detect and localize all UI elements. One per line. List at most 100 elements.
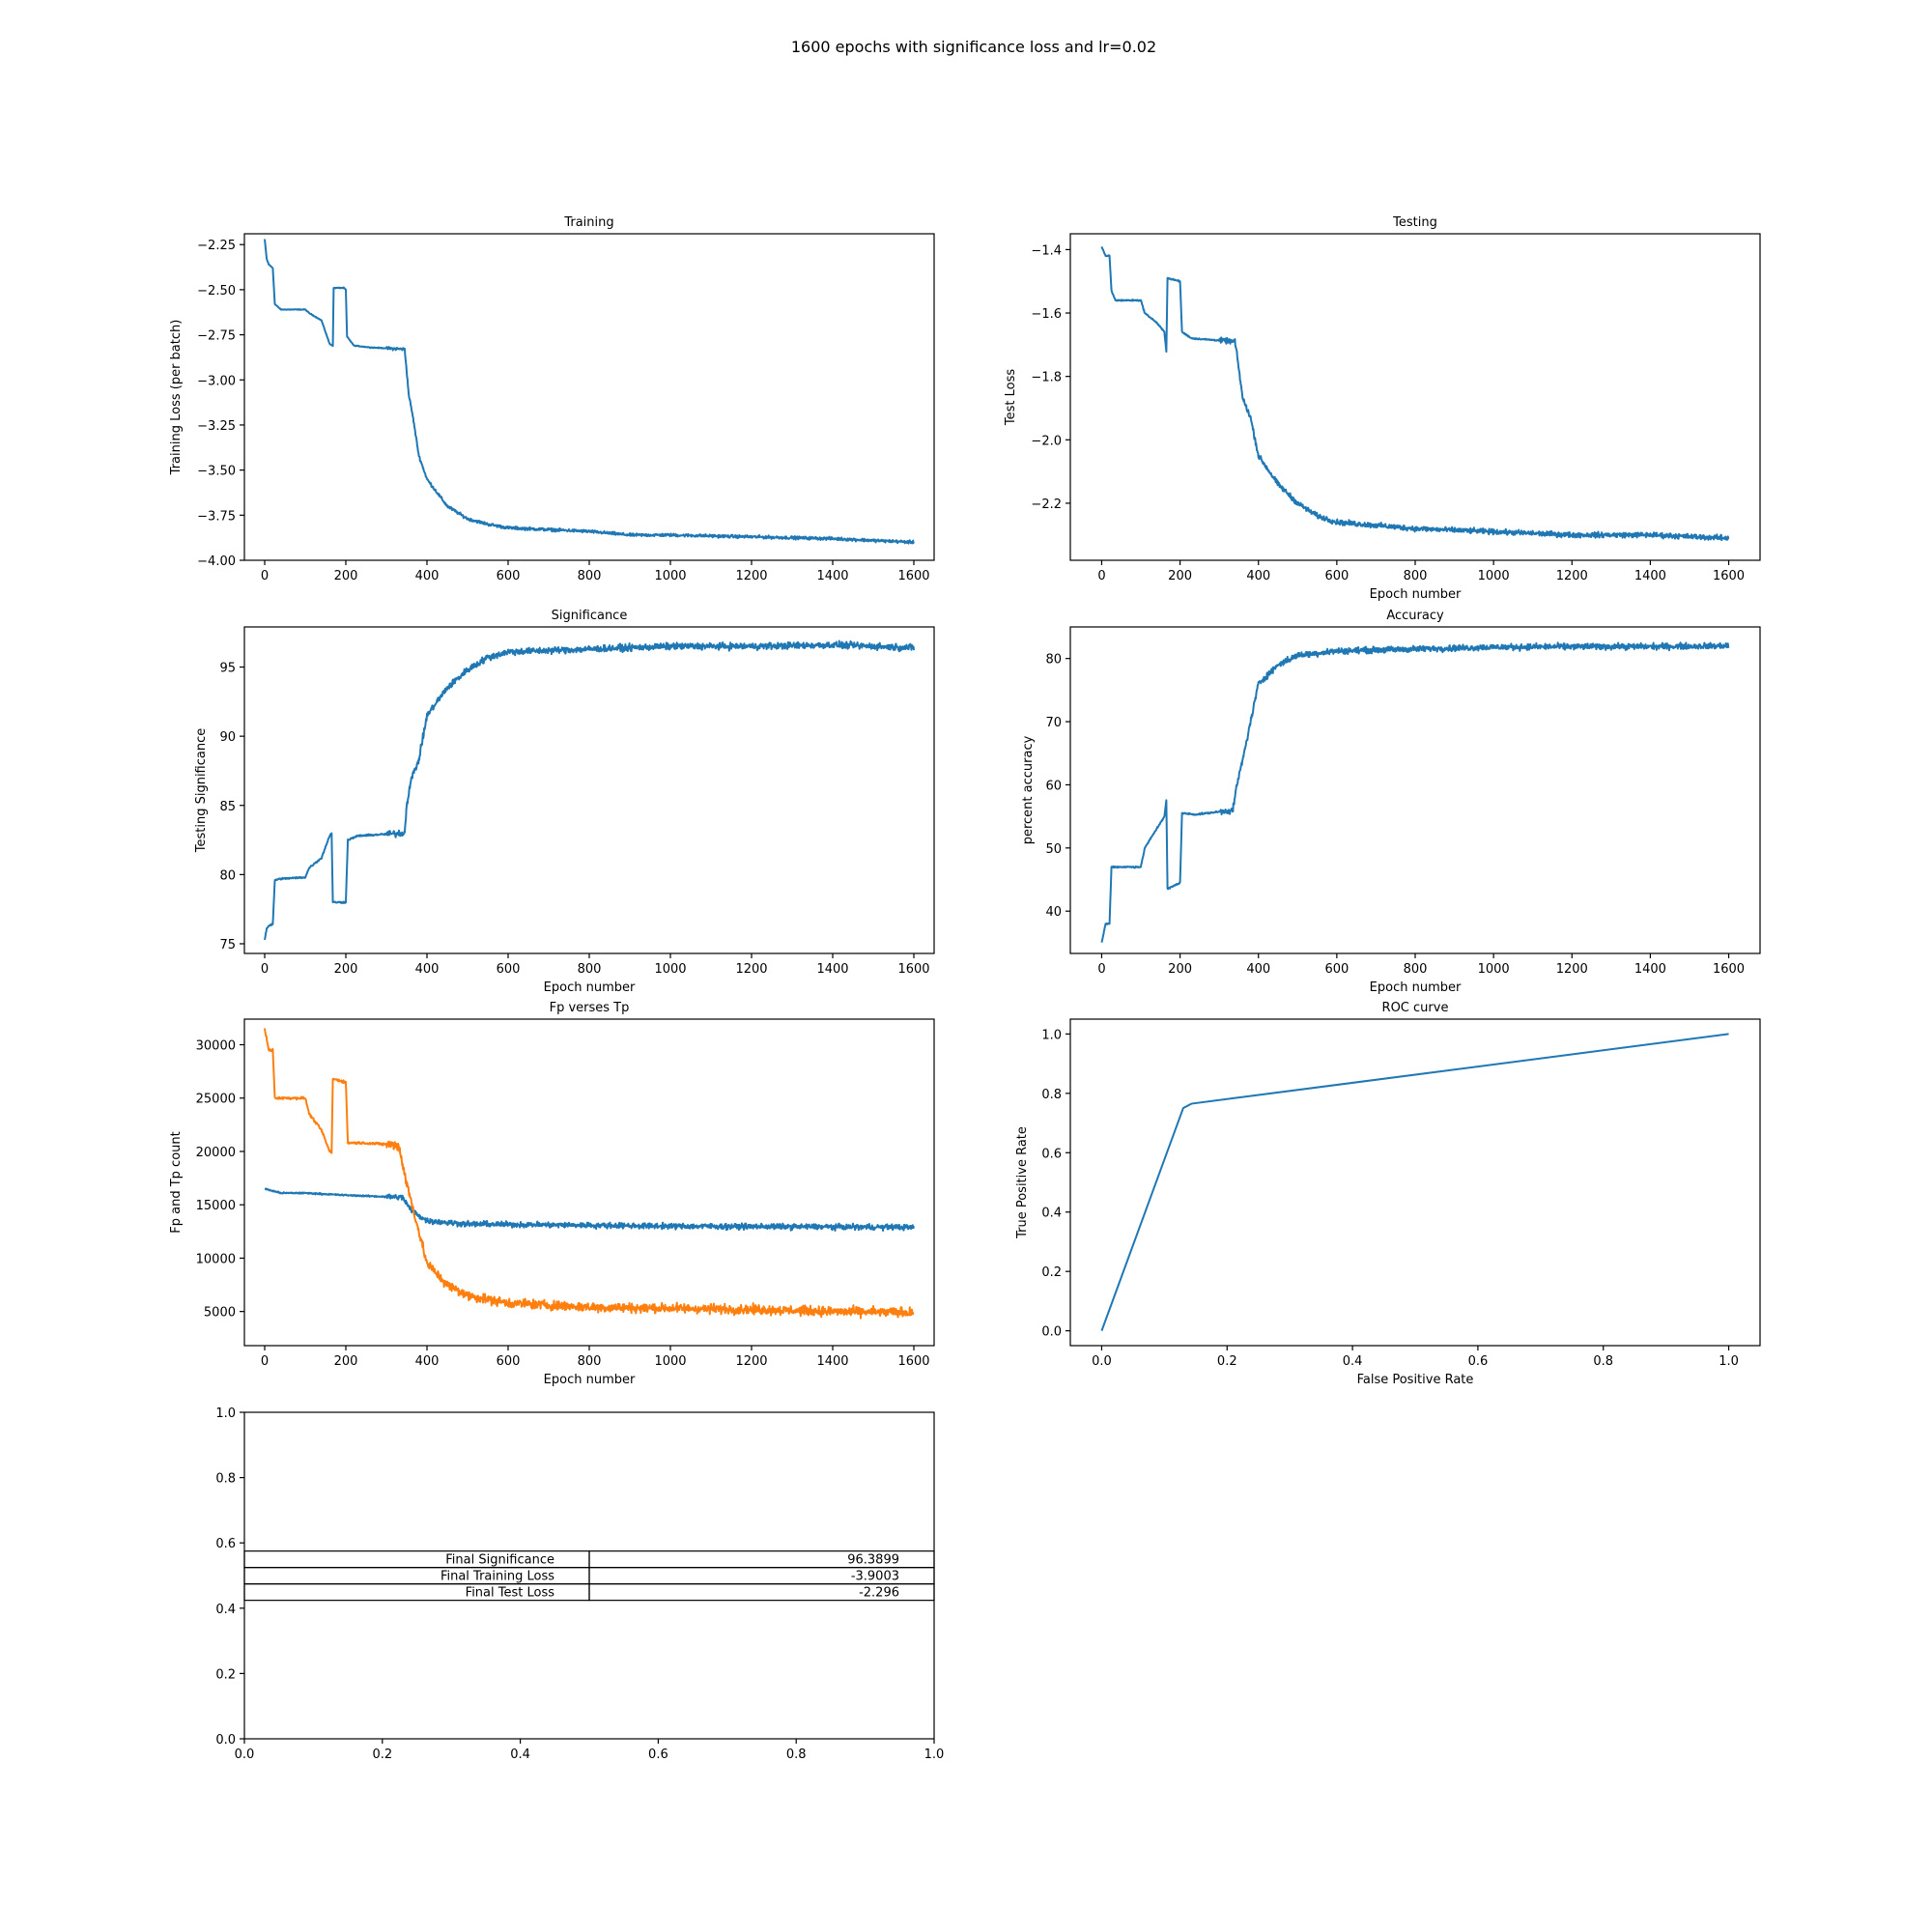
- y-tick-label: 0.2: [215, 1667, 236, 1682]
- series-line-1: [1100, 245, 1730, 542]
- y-tick-label: 80: [1045, 653, 1062, 668]
- y-tick-label: 1.0: [1041, 1028, 1062, 1042]
- x-tick-label: 1200: [735, 1354, 767, 1369]
- x-tick: 0: [261, 560, 269, 583]
- y-tick-label: 0.4: [1041, 1207, 1062, 1221]
- y-tick: 0.6: [215, 1537, 244, 1551]
- x-axis-label: Epoch number: [1370, 980, 1462, 995]
- x-tick: 800: [578, 953, 601, 977]
- x-tick: 200: [334, 560, 357, 583]
- x-tick-label: 1400: [1634, 962, 1666, 977]
- y-tick: 75: [219, 938, 244, 952]
- series-line-1: [264, 1187, 915, 1233]
- x-tick-label: 1400: [816, 569, 848, 583]
- y-tick-label: 95: [219, 662, 236, 676]
- axes-frame: [1069, 1018, 1761, 1347]
- x-tick-label: 1400: [1634, 569, 1666, 583]
- x-tick: 0: [261, 953, 269, 977]
- x-tick-label: 1000: [654, 1354, 686, 1369]
- x-tick: 600: [1324, 953, 1349, 977]
- x-tick-label: 0: [261, 962, 269, 977]
- series-line-1: [1100, 1033, 1729, 1331]
- y-axis-label: Training Loss (per batch): [169, 320, 184, 476]
- x-tick-label: 200: [1168, 962, 1192, 977]
- subplot-1: 0 200 400 600 800 1000 1200 1400 1600 −4.00 −3.75 −…: [169, 215, 935, 583]
- x-tick-label: 800: [578, 1354, 602, 1369]
- y-tick: 0.8: [215, 1472, 244, 1487]
- x-tick: 1400: [816, 1346, 849, 1369]
- y-tick: −2.2: [1031, 497, 1070, 512]
- y-tick: −3.75: [197, 509, 244, 524]
- y-tick: 20000: [196, 1146, 244, 1160]
- x-tick-label: 1600: [897, 962, 929, 977]
- x-tick-label: 1200: [735, 962, 767, 977]
- x-tick-label: 0.4: [1343, 1354, 1363, 1369]
- x-tick: 1200: [735, 1346, 768, 1369]
- table-row-value: -2.296: [859, 1586, 899, 1601]
- x-tick: 1600: [897, 560, 930, 583]
- y-tick-label: −2.75: [197, 329, 236, 344]
- table-row-value: -3.9003: [851, 1570, 899, 1584]
- x-tick-label: 1200: [1556, 962, 1588, 977]
- x-tick-label: 1600: [1713, 569, 1745, 583]
- y-axis-label: percent accuracy: [1021, 735, 1036, 844]
- x-axis-label: Epoch number: [544, 1373, 636, 1387]
- y-tick: −2.0: [1031, 434, 1070, 448]
- y-tick-label: −3.00: [197, 374, 236, 388]
- x-tick: 0: [261, 1346, 269, 1369]
- x-axis-label: Epoch number: [1370, 587, 1462, 602]
- y-tick-label: 50: [1045, 842, 1062, 857]
- x-tick: 800: [1404, 560, 1427, 583]
- subplot-6: 0.0 0.2 0.4 0.6 0.8 1.0 0.0 0.2 0.4 0.6 0.8 1.0 ROC …: [1015, 1001, 1761, 1387]
- subplot-3: 0 200 400 600 800 1000 1200 1400 1600 75 80 85 90 95 S…: [194, 609, 935, 995]
- x-tick-label: 0.8: [786, 1747, 807, 1762]
- x-tick: 600: [497, 560, 520, 583]
- x-tick: 1400: [1634, 560, 1666, 583]
- y-tick-label: 0.0: [1041, 1325, 1062, 1340]
- x-tick: 1.0: [924, 1739, 944, 1762]
- y-tick: 80: [219, 868, 244, 883]
- x-tick-label: 1600: [897, 1354, 929, 1369]
- y-tick-label: 85: [219, 800, 236, 814]
- x-tick: 1200: [735, 953, 768, 977]
- x-tick-label: 1000: [654, 569, 686, 583]
- x-tick-label: 1000: [1478, 962, 1510, 977]
- y-tick-label: 5000: [204, 1306, 236, 1321]
- subplot-title: Training: [563, 215, 613, 230]
- axes-frame: [1069, 626, 1761, 954]
- x-tick: 200: [334, 953, 357, 977]
- x-tick: 0.2: [372, 1739, 392, 1762]
- x-tick-label: 1.0: [1719, 1354, 1739, 1369]
- subplot-title: Fp verses Tp: [550, 1001, 630, 1015]
- x-tick-label: 600: [497, 1354, 521, 1369]
- x-tick: 1000: [1478, 953, 1510, 977]
- subplot-title: ROC curve: [1382, 1001, 1449, 1015]
- x-tick: 0.0: [235, 1739, 254, 1762]
- series-line-2: [264, 1028, 915, 1320]
- y-tick-label: 80: [219, 868, 236, 883]
- subplot-7: Final Significance 96.3899 Final Training …: [215, 1406, 944, 1762]
- y-tick-label: −3.25: [197, 419, 236, 434]
- x-tick: 0.8: [786, 1739, 807, 1762]
- x-tick-label: 800: [1404, 962, 1428, 977]
- y-tick: 15000: [196, 1199, 244, 1213]
- y-tick: 25000: [196, 1093, 244, 1107]
- y-tick: −2.75: [197, 329, 244, 344]
- x-tick: 400: [1246, 560, 1270, 583]
- y-tick-label: 0.0: [215, 1733, 236, 1747]
- x-tick: 1400: [816, 560, 849, 583]
- y-tick: 5000: [204, 1306, 244, 1321]
- y-tick-label: −1.6: [1031, 307, 1062, 322]
- x-tick: 400: [415, 953, 439, 977]
- x-tick: 800: [578, 1346, 602, 1369]
- x-tick-label: 600: [1324, 962, 1349, 977]
- x-tick: 1400: [816, 953, 849, 977]
- x-tick: 1200: [1556, 953, 1588, 977]
- x-tick-label: 400: [415, 1354, 440, 1369]
- y-tick-label: 90: [219, 730, 236, 745]
- series-line-1: [264, 239, 915, 545]
- x-tick-label: 0: [261, 569, 269, 583]
- x-tick-label: 0.2: [372, 1747, 392, 1762]
- x-tick: 200: [1168, 953, 1192, 977]
- y-tick-label: −3.75: [197, 509, 236, 524]
